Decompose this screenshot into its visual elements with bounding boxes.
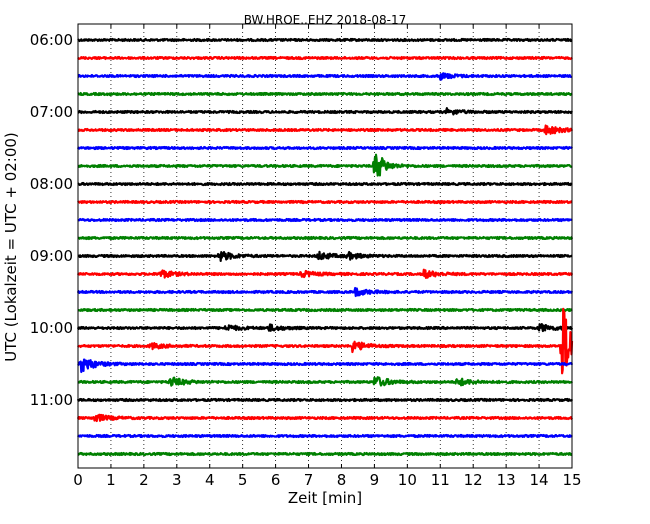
chart-title: BW.HROE..EHZ 2018-08-17 [244, 13, 407, 27]
x-tick-label: 14 [530, 471, 549, 489]
y-tick-label: 06:00 [30, 31, 73, 49]
trace-0945 [77, 307, 573, 313]
trace-0930 [76, 286, 574, 298]
x-tick-label: 11 [431, 471, 450, 489]
trace-0845 [77, 235, 574, 241]
y-tick-label: 07:00 [30, 103, 73, 121]
y-tick-label: 08:00 [30, 175, 73, 193]
trace-1130 [77, 433, 573, 439]
x-tick-label: 1 [106, 471, 116, 489]
x-tick-label: 15 [562, 471, 581, 489]
trace-0630 [77, 72, 573, 81]
y-axis-label: UTC (Lokalzeit = UTC + 02:00) [2, 132, 20, 362]
trace-0700 [77, 107, 573, 116]
x-tick-label: 13 [497, 471, 516, 489]
trace-1045 [77, 376, 573, 387]
x-tick-label: 9 [370, 471, 380, 489]
trace-0615 [77, 55, 573, 61]
trace-0915 [76, 268, 574, 279]
x-tick-label: 6 [271, 471, 281, 489]
x-tick-label: 8 [337, 471, 347, 489]
x-tick-label: 0 [73, 471, 83, 489]
trace-0830 [77, 217, 573, 223]
trace-0815 [77, 199, 573, 205]
trace-1015 [77, 307, 574, 375]
trace-0715 [77, 124, 574, 136]
trace-0745 [77, 153, 573, 177]
tick-layer: 0 1 2 3 4 5 6 7 8 9 10 11 12 13 14 1506:0007:0008:0009:… [30, 24, 582, 489]
trace-0600 [77, 37, 573, 43]
trace-1000 [76, 322, 574, 333]
trace-layer [76, 37, 574, 457]
x-tick-label: 2 [139, 471, 149, 489]
x-tick-label: 12 [464, 471, 483, 489]
trace-1115 [76, 413, 573, 423]
trace-0730 [76, 145, 573, 151]
x-tick-label: 5 [238, 471, 248, 489]
y-tick-label: 11:00 [30, 391, 73, 409]
y-tick-label: 09:00 [30, 247, 73, 265]
trace-0900 [77, 250, 573, 262]
trace-1145 [77, 451, 573, 457]
x-tick-label: 10 [398, 471, 417, 489]
trace-1030 [77, 358, 574, 374]
trace-1100 [76, 397, 574, 403]
x-axis-label: Zeit [min] [288, 489, 362, 507]
y-tick-label: 10:00 [30, 319, 73, 337]
x-tick-label: 3 [172, 471, 182, 489]
trace-0800 [77, 181, 573, 187]
x-tick-label: 7 [304, 471, 314, 489]
x-tick-label: 4 [205, 471, 215, 489]
trace-0645 [77, 91, 573, 97]
plot-frame [77, 23, 573, 469]
